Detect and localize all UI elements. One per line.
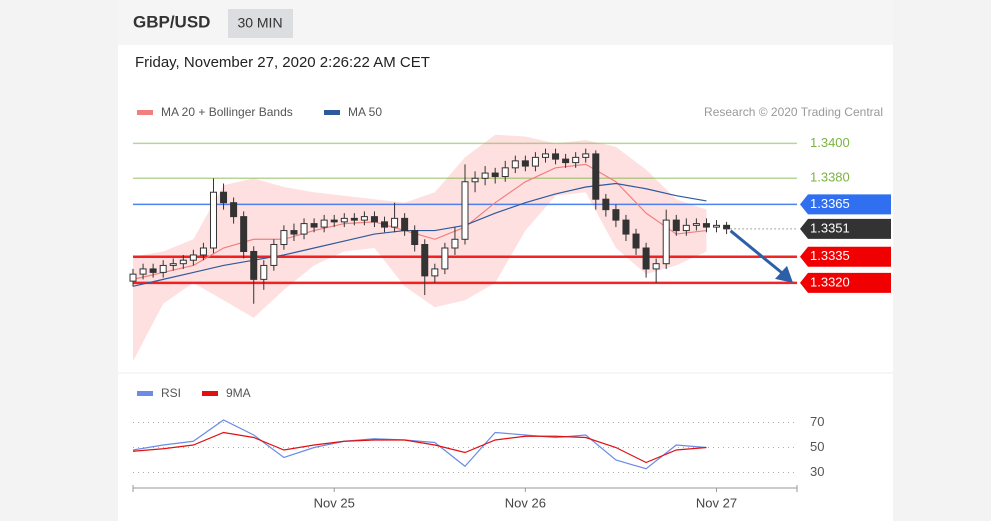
- x-tick-label: Nov 25: [314, 495, 355, 510]
- legend-swatch: [324, 110, 340, 115]
- candle-body: [572, 156, 580, 164]
- y-tick-label: 30: [810, 464, 824, 479]
- forecast-arrow: [729, 229, 783, 275]
- candle-body: [562, 158, 570, 164]
- candle-body: [713, 224, 721, 228]
- legend-label: 9MA: [226, 386, 251, 400]
- candle-body: [250, 250, 258, 280]
- legend-swatch: [202, 391, 218, 396]
- candle-body: [431, 268, 439, 277]
- interval: 30 MIN: [237, 15, 282, 31]
- candle-body: [642, 247, 650, 270]
- candle-body: [541, 153, 549, 158]
- candle-body: [652, 263, 660, 270]
- candle-body: [320, 219, 328, 228]
- ma-line: [132, 163, 707, 280]
- candle-body: [662, 219, 670, 265]
- candle-body: [622, 219, 630, 235]
- current-price-tag: [800, 218, 891, 239]
- timestamp: Friday, November 27, 2020 2:26:22 AM CET: [135, 54, 430, 71]
- rsi-line: [132, 419, 707, 470]
- symbol: GBP/USD: [133, 12, 210, 31]
- candle-body: [220, 191, 228, 204]
- current-price-label: 1.3351: [810, 220, 850, 235]
- bollinger-band: [133, 134, 707, 362]
- candle-body: [240, 216, 248, 252]
- candle-body: [381, 221, 389, 228]
- candle-body: [129, 273, 137, 282]
- candle-body: [672, 219, 680, 232]
- candle-body: [330, 219, 338, 223]
- candle-body: [179, 259, 187, 265]
- candle-body: [230, 202, 238, 218]
- candle-body: [632, 233, 640, 249]
- candle-body: [471, 177, 479, 183]
- candle-body: [441, 247, 449, 270]
- interval-badge: [228, 9, 293, 38]
- candle-body: [612, 209, 620, 221]
- candle-body: [139, 268, 147, 275]
- candle-body: [290, 230, 298, 235]
- legend-swatch: [137, 110, 153, 115]
- forecast-arrowhead: [775, 265, 793, 283]
- candle-body: [521, 160, 529, 167]
- level-label: 1.3320: [810, 274, 850, 289]
- candle-body: [310, 223, 318, 228]
- candle-body: [702, 223, 710, 228]
- candle-body: [340, 217, 348, 223]
- candle-body: [491, 172, 499, 178]
- candle-body: [481, 172, 489, 179]
- candle-body: [270, 244, 278, 266]
- candle-body: [602, 198, 610, 211]
- candle-body: [360, 216, 368, 221]
- candle-body: [391, 217, 399, 228]
- y-tick-label: 50: [810, 439, 824, 454]
- candle-body: [280, 230, 288, 246]
- candle-body: [682, 224, 690, 232]
- candle-body: [592, 153, 600, 200]
- candle-body: [350, 217, 358, 221]
- ma-line: [132, 182, 707, 287]
- candle-body: [300, 223, 308, 235]
- candle-body: [260, 264, 268, 280]
- candle-body: [401, 217, 409, 232]
- level-tag: [800, 194, 891, 215]
- x-tick-label: Nov 27: [696, 495, 737, 510]
- legend-label: MA 20 + Bollinger Bands: [161, 105, 293, 119]
- candle-body: [411, 230, 419, 246]
- source: Research © 2020 Trading Central: [704, 105, 883, 119]
- rsi-line: [132, 431, 707, 464]
- candle-body: [370, 216, 378, 223]
- candle-body: [692, 223, 700, 226]
- candle-body: [531, 156, 539, 167]
- candle-body: [199, 247, 207, 256]
- level-tag: [800, 246, 891, 267]
- candle-body: [421, 244, 429, 277]
- legend-label: RSI: [161, 386, 181, 400]
- candle-body: [159, 264, 167, 273]
- legend-swatch: [137, 391, 153, 396]
- level-label: 1.3380: [810, 170, 850, 185]
- candle-body: [451, 238, 459, 249]
- candle-body: [169, 263, 177, 266]
- candle-body: [209, 191, 217, 249]
- candle-body: [723, 224, 731, 230]
- y-tick-label: 70: [810, 414, 824, 429]
- level-label: 1.3400: [810, 135, 850, 150]
- level-tag: [800, 272, 891, 293]
- candle-body: [511, 160, 519, 169]
- legend-label: MA 50: [348, 105, 382, 119]
- x-tick-label: Nov 26: [505, 495, 546, 510]
- candle-body: [501, 167, 509, 178]
- candle-body: [461, 181, 469, 240]
- level-label: 1.3365: [810, 196, 850, 211]
- level-label: 1.3335: [810, 248, 850, 263]
- candle-body: [552, 153, 560, 160]
- candle-body: [582, 153, 590, 158]
- candle-body: [149, 268, 157, 273]
- candle-body: [189, 254, 197, 261]
